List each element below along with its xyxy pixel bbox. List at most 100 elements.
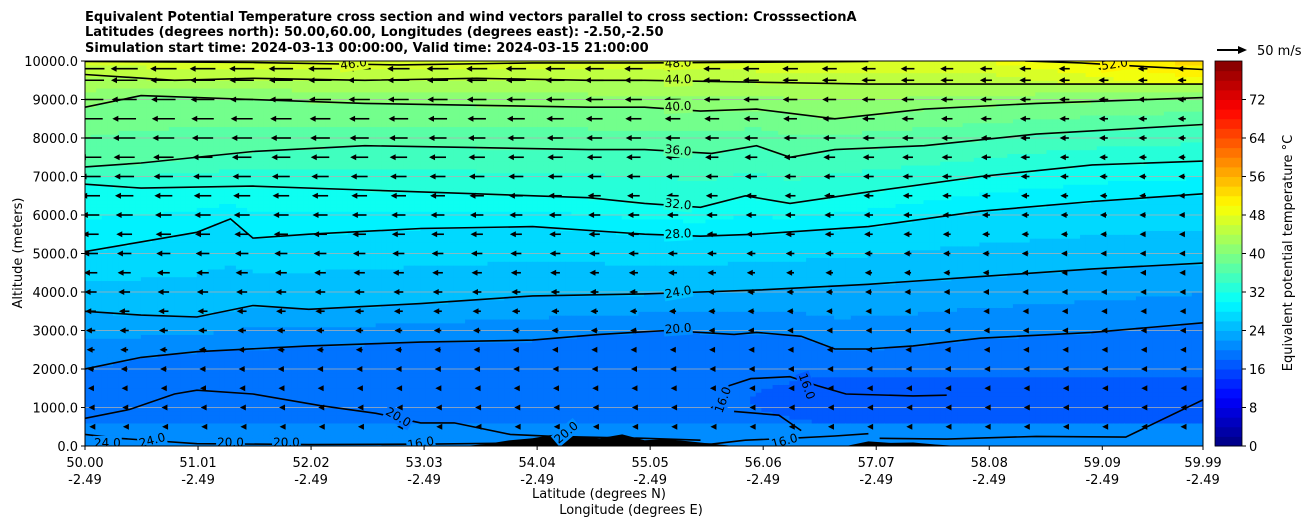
heatmap-cell (102, 150, 108, 154)
heatmap-cell (91, 203, 97, 207)
heatmap-cell (208, 377, 214, 381)
heatmap-cell (163, 361, 169, 365)
heatmap-cell (269, 361, 275, 365)
heatmap-cell (258, 153, 264, 157)
heatmap-cell (180, 284, 186, 288)
heatmap-cell (325, 319, 331, 323)
heatmap-cell (264, 165, 270, 169)
heatmap-cell (186, 438, 192, 442)
heatmap-cell (113, 169, 119, 173)
heatmap-cell (286, 408, 292, 412)
heatmap-cell (320, 419, 326, 423)
heatmap-cell (169, 246, 175, 250)
heatmap-cell (191, 165, 197, 169)
heatmap-cell (342, 392, 348, 396)
heatmap-cell (180, 246, 186, 250)
heatmap-cell (180, 84, 186, 88)
heatmap-cell (197, 126, 203, 130)
heatmap-cell (186, 269, 192, 273)
heatmap-cell (286, 188, 292, 192)
heatmap-cell (152, 169, 158, 173)
heatmap-cell (107, 107, 113, 111)
heatmap-cell (124, 304, 130, 308)
heatmap-cell (242, 111, 248, 115)
heatmap-cell (353, 107, 359, 111)
heatmap-cell (202, 323, 208, 327)
heatmap-cell (174, 161, 180, 165)
heatmap-cell (247, 438, 253, 442)
heatmap-cell (180, 69, 186, 73)
heatmap-cell (141, 261, 147, 265)
heatmap-cell (253, 157, 259, 161)
heatmap-cell (225, 123, 231, 127)
heatmap-cell (197, 123, 203, 127)
heatmap-cell (337, 427, 343, 431)
heatmap-cell (130, 300, 136, 304)
heatmap-cell (119, 180, 125, 184)
heatmap-cell (135, 346, 141, 350)
heatmap-cell (297, 192, 303, 196)
heatmap-cell (174, 180, 180, 184)
heatmap-cell (152, 292, 158, 296)
heatmap-cell (85, 169, 91, 173)
heatmap-cell (281, 227, 287, 231)
heatmap-cell (331, 415, 337, 419)
heatmap-cell (130, 207, 136, 211)
heatmap-cell (141, 119, 147, 123)
heatmap-cell (135, 107, 141, 111)
heatmap-cell (320, 280, 326, 284)
heatmap-cell (180, 165, 186, 169)
heatmap-cell (247, 161, 253, 165)
heatmap-cell (258, 115, 264, 119)
heatmap-cell (85, 334, 91, 338)
heatmap-cell (331, 434, 337, 438)
heatmap-cell (141, 146, 147, 150)
heatmap-cell (253, 400, 259, 404)
heatmap-cell (230, 207, 236, 211)
heatmap-cell (163, 161, 169, 165)
heatmap-cell (337, 354, 343, 358)
heatmap-cell (225, 296, 231, 300)
heatmap-cell (264, 107, 270, 111)
heatmap-cell (275, 323, 281, 327)
heatmap-cell (309, 165, 315, 169)
heatmap-cell (281, 123, 287, 127)
heatmap-cell (269, 280, 275, 284)
heatmap-cell (102, 257, 108, 261)
heatmap-cell (320, 261, 326, 265)
heatmap-cell (292, 415, 298, 419)
heatmap-cell (158, 227, 164, 231)
heatmap-cell (191, 373, 197, 377)
heatmap-cell (107, 415, 113, 419)
heatmap-cell (158, 415, 164, 419)
heatmap-cell (286, 431, 292, 435)
heatmap-cell (348, 319, 354, 323)
heatmap-cell (141, 257, 147, 261)
heatmap-cell (353, 130, 359, 134)
heatmap-cell (230, 273, 236, 277)
heatmap-cell (169, 384, 175, 388)
heatmap-cell (359, 280, 365, 284)
heatmap-cell (191, 242, 197, 246)
heatmap-cell (236, 188, 242, 192)
heatmap-cell (353, 280, 359, 284)
heatmap-cell (286, 415, 292, 419)
heatmap-cell (96, 203, 102, 207)
heatmap-cell (292, 169, 298, 173)
heatmap-cell (342, 354, 348, 358)
heatmap-cell (264, 161, 270, 165)
heatmap-cell (309, 169, 315, 173)
heatmap-cell (124, 373, 130, 377)
heatmap-cell (180, 103, 186, 107)
heatmap-cell (180, 242, 186, 246)
heatmap-cell (107, 319, 113, 323)
heatmap-cell (180, 357, 186, 361)
heatmap-cell (314, 227, 320, 231)
heatmap-cell (113, 396, 119, 400)
heatmap-cell (320, 431, 326, 435)
heatmap-cell (253, 111, 259, 115)
heatmap-cell (297, 361, 303, 365)
heatmap-cell (124, 257, 130, 261)
heatmap-cell (337, 323, 343, 327)
heatmap-cell (314, 88, 320, 92)
